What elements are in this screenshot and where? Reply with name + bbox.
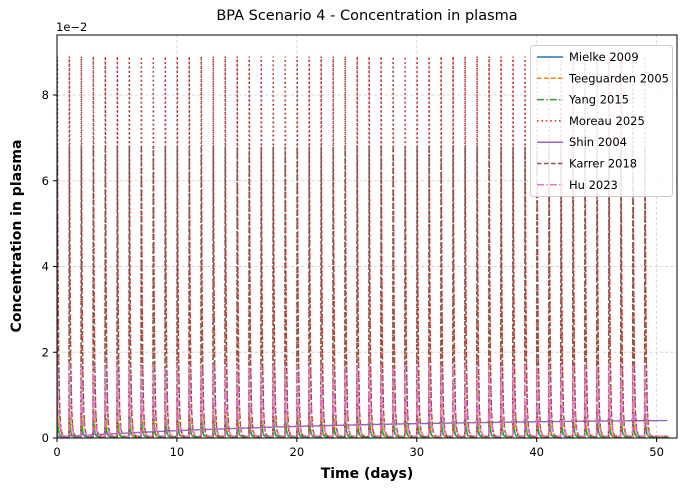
legend-entry-moreau-2025: Moreau 2025 (537, 114, 645, 128)
chart-title: BPA Scenario 4 - Concentration in plasma (216, 8, 518, 24)
series-line-hu-2023 (57, 365, 669, 438)
legend-label: Teeguarden 2005 (568, 71, 669, 85)
legend-entry-mielke-2009: Mielke 2009 (537, 50, 639, 64)
legend-label: Yang 2015 (568, 93, 629, 107)
series-line-teeguarden-2005 (57, 405, 669, 438)
series-line-shin-2004 (57, 417, 668, 438)
x-tick-label: 0 (53, 445, 60, 459)
series-group (57, 56, 669, 438)
legend-label: Shin 2004 (569, 135, 627, 149)
legend-entry-yang-2015: Yang 2015 (537, 93, 629, 107)
legend-entry-karrer-2018: Karrer 2018 (537, 157, 637, 171)
x-tick-label: 30 (409, 445, 424, 459)
x-tick-label: 20 (290, 445, 305, 459)
y-tick-label: 6 (42, 174, 49, 188)
legend-label: Mielke 2009 (569, 50, 639, 64)
legend-entry-hu-2023: Hu 2023 (537, 178, 618, 192)
plot-frame (56, 34, 678, 439)
y-tick-label: 4 (42, 260, 49, 274)
x-tick-label: 40 (529, 445, 544, 459)
legend-entry-shin-2004: Shin 2004 (537, 135, 627, 149)
x-tick-label: 50 (649, 445, 664, 459)
x-axis-label: Time (days) (320, 466, 414, 482)
x-tick-label: 10 (170, 445, 185, 459)
legend-label: Hu 2023 (569, 178, 618, 192)
legend-label: Moreau 2025 (569, 114, 645, 128)
y-tick-label: 0 (42, 431, 49, 445)
y-tick-label: 8 (42, 88, 49, 102)
legend-label: Karrer 2018 (569, 157, 637, 171)
y-axis-offset-label: 1e−2 (56, 20, 88, 34)
legend-box (530, 45, 673, 197)
y-tick-label: 2 (42, 345, 49, 359)
axis-ticks: 0 10 20 30 40 50 0 2 4 6 8 (42, 88, 664, 459)
legend: Mielke 2009 Teeguarden 2005 Yang 2015 Morea… (530, 45, 673, 197)
legend-entry-teeguarden-2005: Teeguarden 2005 (537, 71, 669, 85)
